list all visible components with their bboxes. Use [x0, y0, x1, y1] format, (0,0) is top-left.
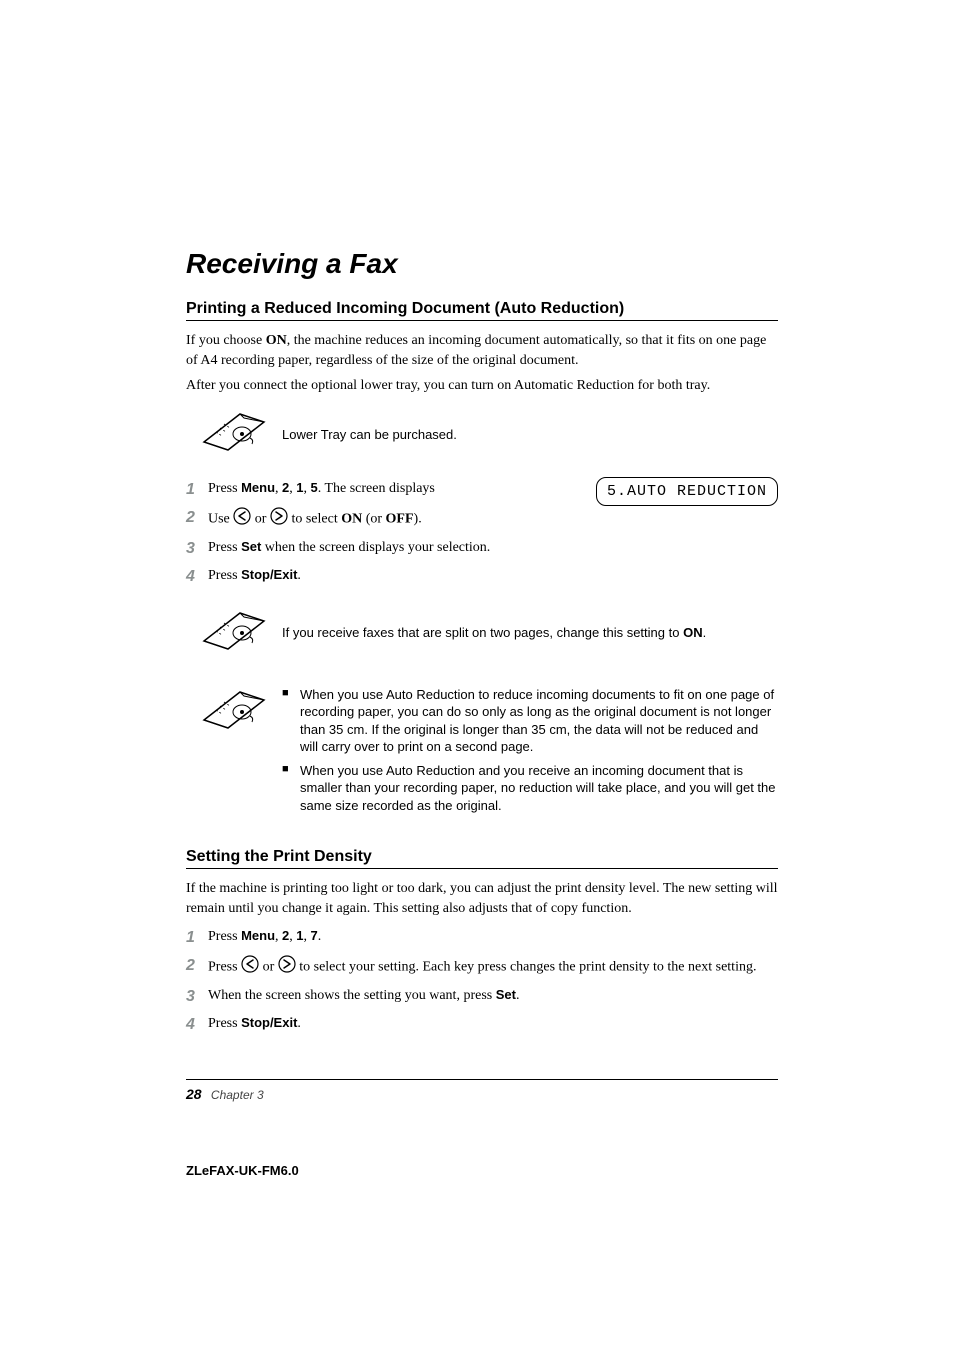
- text: to select your setting. Each key press c…: [296, 959, 757, 974]
- left-arrow-icon: [241, 955, 259, 980]
- step: 4 Press Stop/Exit.: [186, 566, 778, 588]
- paragraph: If you choose ON, the machine reduces an…: [186, 331, 778, 370]
- key-label: Set: [241, 539, 261, 554]
- right-arrow-icon: [270, 507, 288, 532]
- note-block: If you receive faxes that are split on t…: [202, 611, 778, 656]
- key-label: Menu: [241, 928, 275, 943]
- text-bold: ON: [341, 512, 362, 527]
- page-footer: 28 Chapter 3: [186, 1086, 264, 1102]
- note-icon: [202, 686, 282, 735]
- step: 2 Press or to select your setting. Each …: [186, 955, 778, 980]
- text: when the screen displays your selection.: [261, 540, 490, 555]
- step: 3 Press Set when the screen displays you…: [186, 538, 778, 560]
- text: If you receive faxes that are split on t…: [282, 625, 683, 640]
- text-bold: ON: [683, 625, 703, 640]
- main-title: Receiving a Fax: [186, 248, 778, 280]
- text: Press: [208, 959, 241, 974]
- text: (or: [362, 512, 385, 527]
- text-bold: ON: [266, 333, 287, 348]
- text: Press: [208, 568, 241, 583]
- steps-list: 1 Press Menu, 2, 1, 7. 2 Press or to sel…: [186, 927, 778, 1037]
- paragraph: If the machine is printing too light or …: [186, 879, 778, 918]
- note-block: Lower Tray can be purchased.: [202, 412, 778, 457]
- step-number: 2: [186, 507, 204, 529]
- right-arrow-icon: [278, 955, 296, 980]
- step-text: Press Set when the screen displays your …: [208, 538, 778, 558]
- text: or: [259, 959, 278, 974]
- steps-list: 5.AUTO REDUCTION 1 Press Menu, 2, 1, 5. …: [186, 479, 778, 589]
- section-heading-auto-reduction: Printing a Reduced Incoming Document (Au…: [186, 300, 778, 321]
- step-text: When the screen shows the setting you wa…: [208, 986, 778, 1006]
- text: ,: [275, 929, 282, 944]
- note-icon: [202, 611, 282, 656]
- step-number: 4: [186, 566, 204, 588]
- key-label: 5: [310, 480, 317, 495]
- key-label: Stop/Exit: [241, 567, 297, 582]
- text: to select: [288, 512, 341, 527]
- note-block: When you use Auto Reduction to reduce in…: [202, 686, 778, 821]
- text: Press: [208, 481, 241, 496]
- bullet-list: When you use Auto Reduction to reduce in…: [282, 686, 778, 821]
- step: 4 Press Stop/Exit.: [186, 1014, 778, 1036]
- key-label: Stop/Exit: [241, 1015, 297, 1030]
- text-bold: OFF: [386, 512, 414, 527]
- step-number: 1: [186, 479, 204, 501]
- key-label: 7: [310, 928, 317, 943]
- text: ).: [414, 512, 422, 527]
- list-item: When you use Auto Reduction and you rece…: [282, 762, 778, 815]
- step-number: 2: [186, 955, 204, 977]
- text: When the screen shows the setting you wa…: [208, 988, 496, 1003]
- text: .: [297, 568, 301, 583]
- note-text: Lower Tray can be purchased.: [282, 426, 457, 444]
- text: .: [318, 929, 322, 944]
- step-text: Press Menu, 2, 1, 7.: [208, 927, 778, 947]
- text: Press: [208, 929, 241, 944]
- step-text: Press Stop/Exit.: [208, 566, 778, 586]
- step: 2 Use or to select ON (or OFF).: [186, 507, 778, 532]
- text: Press: [208, 540, 241, 555]
- text: Press: [208, 1016, 241, 1031]
- text: . The screen displays: [318, 481, 435, 496]
- text: .: [703, 625, 707, 640]
- section-heading-print-density: Setting the Print Density: [186, 848, 778, 869]
- list-item: When you use Auto Reduction to reduce in…: [282, 686, 778, 756]
- text: If you choose: [186, 333, 266, 348]
- text: .: [516, 988, 520, 1003]
- paragraph: After you connect the optional lower tra…: [186, 376, 778, 396]
- text: or: [251, 512, 270, 527]
- text: .: [297, 1016, 301, 1031]
- step-number: 4: [186, 1014, 204, 1036]
- left-arrow-icon: [233, 507, 251, 532]
- step-number: 3: [186, 986, 204, 1008]
- lcd-display: 5.AUTO REDUCTION: [596, 477, 778, 506]
- step: 3 When the screen shows the setting you …: [186, 986, 778, 1008]
- step-text: Press Stop/Exit.: [208, 1014, 778, 1034]
- step: 1 Press Menu, 2, 1, 7.: [186, 927, 778, 949]
- page-content: Receiving a Fax Printing a Reduced Incom…: [0, 0, 954, 1036]
- chapter-label: Chapter 3: [211, 1088, 264, 1102]
- text: ,: [275, 481, 282, 496]
- page-number: 28: [186, 1086, 202, 1102]
- step-number: 1: [186, 927, 204, 949]
- section-print-density: Setting the Print Density If the machine…: [186, 848, 778, 1036]
- footer-rule: [186, 1079, 778, 1080]
- step-number: 3: [186, 538, 204, 560]
- note-text: If you receive faxes that are split on t…: [282, 624, 706, 642]
- document-code: ZLeFAX-UK-FM6.0: [186, 1163, 299, 1178]
- key-label: Set: [496, 987, 516, 1002]
- text: Use: [208, 512, 233, 527]
- step-text: Press or to select your setting. Each ke…: [208, 955, 778, 980]
- note-icon: [202, 412, 282, 457]
- step-text: Use or to select ON (or OFF).: [208, 507, 778, 532]
- key-label: Menu: [241, 480, 275, 495]
